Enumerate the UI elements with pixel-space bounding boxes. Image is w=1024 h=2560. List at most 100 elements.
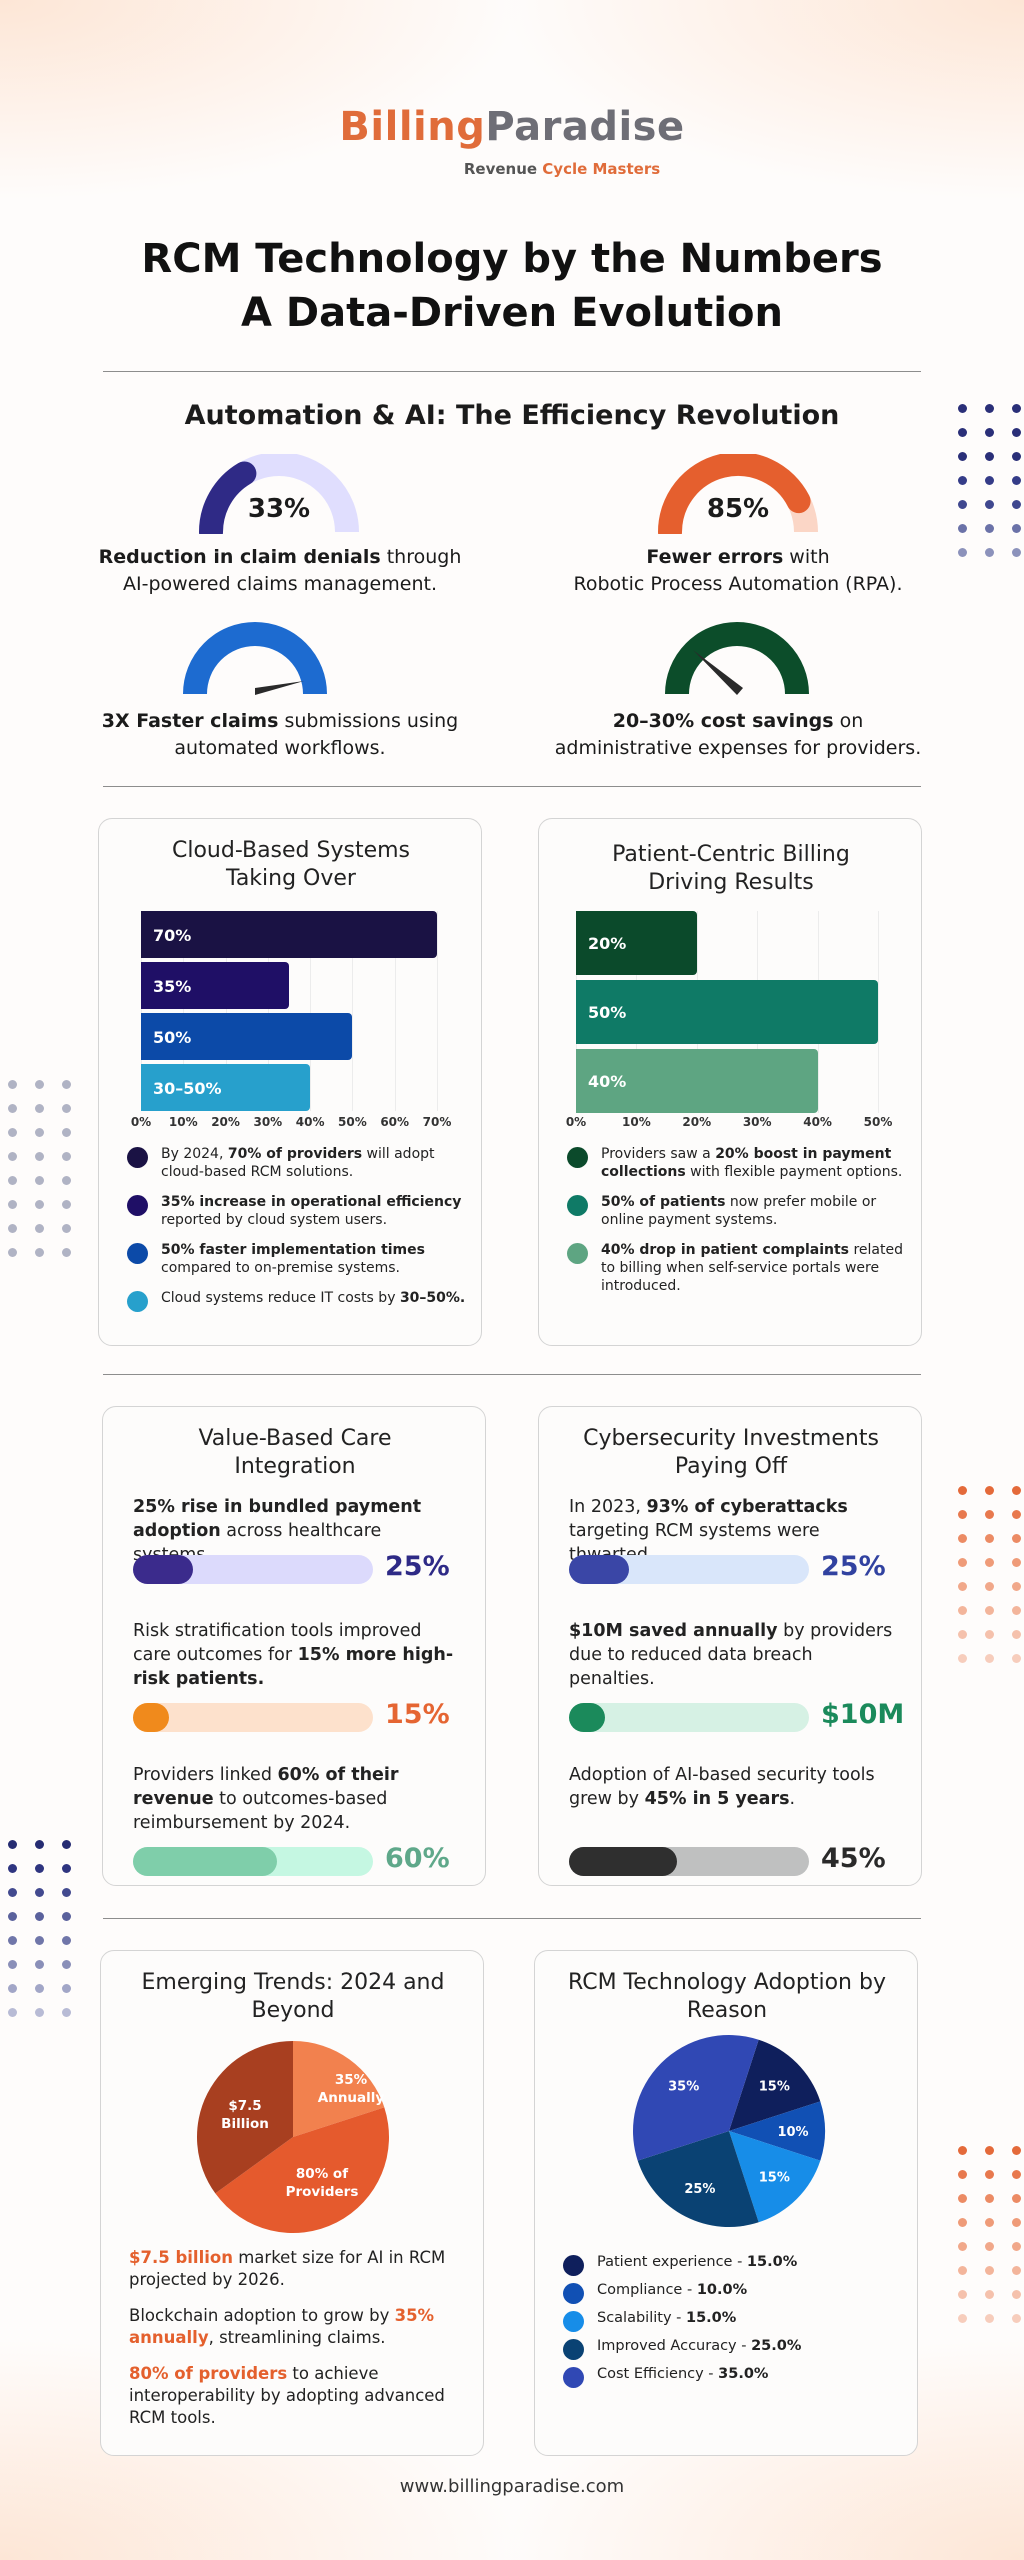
decorative-dot: [35, 1104, 44, 1113]
pie-label-line: 35%: [334, 2072, 368, 2088]
gridline: [352, 911, 354, 1111]
decorative-dot: [8, 1888, 17, 1897]
card-title: Cloud-Based Systems Taking Over: [99, 837, 483, 893]
patient-x-axis: 0% 10% 20% 30% 40% 50%: [566, 1115, 893, 1133]
card-title: Emerging Trends: 2024 and Beyond: [101, 1969, 485, 2025]
footer-url[interactable]: www.billingparadise.com: [399, 2476, 625, 2497]
gridline: [225, 911, 227, 1111]
decorative-dot: [958, 2242, 967, 2251]
gauge-needle: [255, 681, 304, 695]
gauge-fewer-errors: [658, 454, 818, 534]
legend-item: 35% increase in operational efficiency r…: [127, 1193, 467, 1229]
trend-accent: 80% of providers: [129, 2364, 288, 2383]
caption-claim-denials: Reduction in claim denials through AI-po…: [60, 544, 500, 598]
pie-label-providers: 80% of Providers: [277, 2165, 367, 2201]
decorative-dot: [8, 1128, 17, 1137]
legend-name: Cost Efficiency -: [597, 2366, 719, 2382]
decorative-dot: [958, 2218, 967, 2227]
adoption-legend: Patient experience - 15.0% Compliance - 1…: [563, 2253, 893, 2393]
bar: 20%: [576, 911, 697, 975]
legend-text-bold: 20% boost in payment collections: [601, 1146, 892, 1180]
trend-item: Blockchain adoption to grow by 35% annua…: [129, 2305, 459, 2349]
legend-text-bold: 30–50%.: [399, 1290, 466, 1306]
decorative-dot: [958, 1510, 967, 1519]
decorative-dot: [958, 548, 967, 557]
pie-slice-label: 10%: [777, 2125, 808, 2140]
decorative-dot: [985, 1534, 994, 1543]
stat-text: $10M saved annually by providers due to …: [569, 1619, 899, 1691]
decorative-dot: [958, 2170, 967, 2179]
trend-text: , streamlining claims.: [208, 2328, 386, 2347]
gridline: [437, 911, 438, 1111]
decorative-dot: [958, 500, 967, 509]
decorative-dot: [35, 1936, 44, 1945]
divider: [103, 1374, 921, 1375]
legend-item: Patient experience - 15.0%: [563, 2253, 893, 2276]
decorative-dot: [958, 524, 967, 533]
decorative-dot: [958, 1558, 967, 1567]
bar-label: 20%: [588, 934, 627, 953]
decorative-dot: [35, 1152, 44, 1161]
gridline: [141, 911, 142, 1111]
axis-tick-label: 50%: [338, 1115, 367, 1129]
card-cybersecurity: Cybersecurity Investments Paying Off In …: [538, 1406, 922, 1886]
decorative-dot: [1012, 1654, 1021, 1663]
decorative-dot: [62, 1984, 71, 1993]
decorative-dot: [35, 1912, 44, 1921]
decorative-dot: [35, 1128, 44, 1137]
caption-rest: on: [833, 710, 864, 732]
axis-tick-label: 70%: [422, 1115, 452, 1129]
bar-label: 35%: [153, 976, 192, 996]
pie-slice: [637, 2131, 759, 2227]
legend-value: 25.0%: [751, 2338, 802, 2354]
card-title: Patient-Centric Billing Driving Results: [539, 841, 923, 897]
decorative-dot: [985, 404, 994, 413]
decorative-dot: [985, 1654, 994, 1663]
decorative-dot: [1012, 1558, 1021, 1567]
decorative-dot: [8, 1224, 17, 1233]
value-based-stats: 25% rise in bundled payment adoption acr…: [103, 1495, 487, 1876]
caption-line2: AI-powered claims management.: [123, 573, 437, 595]
axis-tick-label: 30%: [742, 1115, 772, 1129]
decorative-dot: [958, 476, 967, 485]
legend-item: Improved Accuracy - 25.0%: [563, 2337, 893, 2360]
trend-item: 80% of providers to achieve interoperabi…: [129, 2363, 459, 2429]
decorative-dots-top-right: [958, 404, 1021, 557]
legend-dot: [127, 1243, 148, 1264]
bar-label: 30–50%: [153, 1078, 222, 1098]
legend-text-bold: 50% faster implementation times: [161, 1242, 425, 1258]
axis-tick-label: 40%: [295, 1115, 325, 1129]
gridline: [310, 911, 312, 1111]
decorative-dot: [8, 1152, 17, 1161]
stat-text-pre: Risk stratification tools improved care …: [133, 1621, 422, 1665]
legend-value: 15.0%: [685, 2310, 737, 2326]
decorative-dot: [985, 2242, 994, 2251]
trend-text: market size for AI in RCM projected by 2…: [129, 2248, 446, 2289]
decorative-dot: [8, 1912, 17, 1921]
axis-tick-label: 10%: [168, 1115, 198, 1129]
decorative-dot: [8, 1984, 17, 1993]
decorative-dot: [1012, 1582, 1021, 1591]
decorative-dot: [62, 1864, 71, 1873]
gauge-cost-savings: [665, 622, 809, 695]
progress-fill: [133, 1847, 277, 1876]
decorative-dot: [958, 1534, 967, 1543]
stat-text-bold: 60% of their revenue: [133, 1765, 399, 1809]
decorative-dot: [62, 1936, 71, 1945]
decorative-dot: [35, 1080, 44, 1089]
decorative-dot: [985, 1582, 994, 1591]
decorative-dot: [985, 476, 994, 485]
pie-slice: [293, 2041, 385, 2137]
decorative-dot: [1012, 2194, 1021, 2203]
gauge-faster-claims: [183, 622, 327, 695]
card-title: Value-Based Care Integration: [103, 1425, 487, 1481]
decorative-dots-left-lower: [8, 1840, 71, 2017]
bar-label: 50%: [588, 1003, 627, 1022]
pie-slice-label: 15%: [759, 2170, 790, 2185]
card-title-line2: Paying Off: [674, 1454, 788, 1479]
decorative-dot: [1012, 1486, 1021, 1495]
decorative-dot: [62, 2008, 71, 2017]
decorative-dot: [35, 1888, 44, 1897]
card-emerging-trends: Emerging Trends: 2024 and Beyond 35% Ann…: [100, 1950, 484, 2456]
stat-text-pre: Adoption of AI-based security tools grew…: [569, 1765, 875, 1809]
